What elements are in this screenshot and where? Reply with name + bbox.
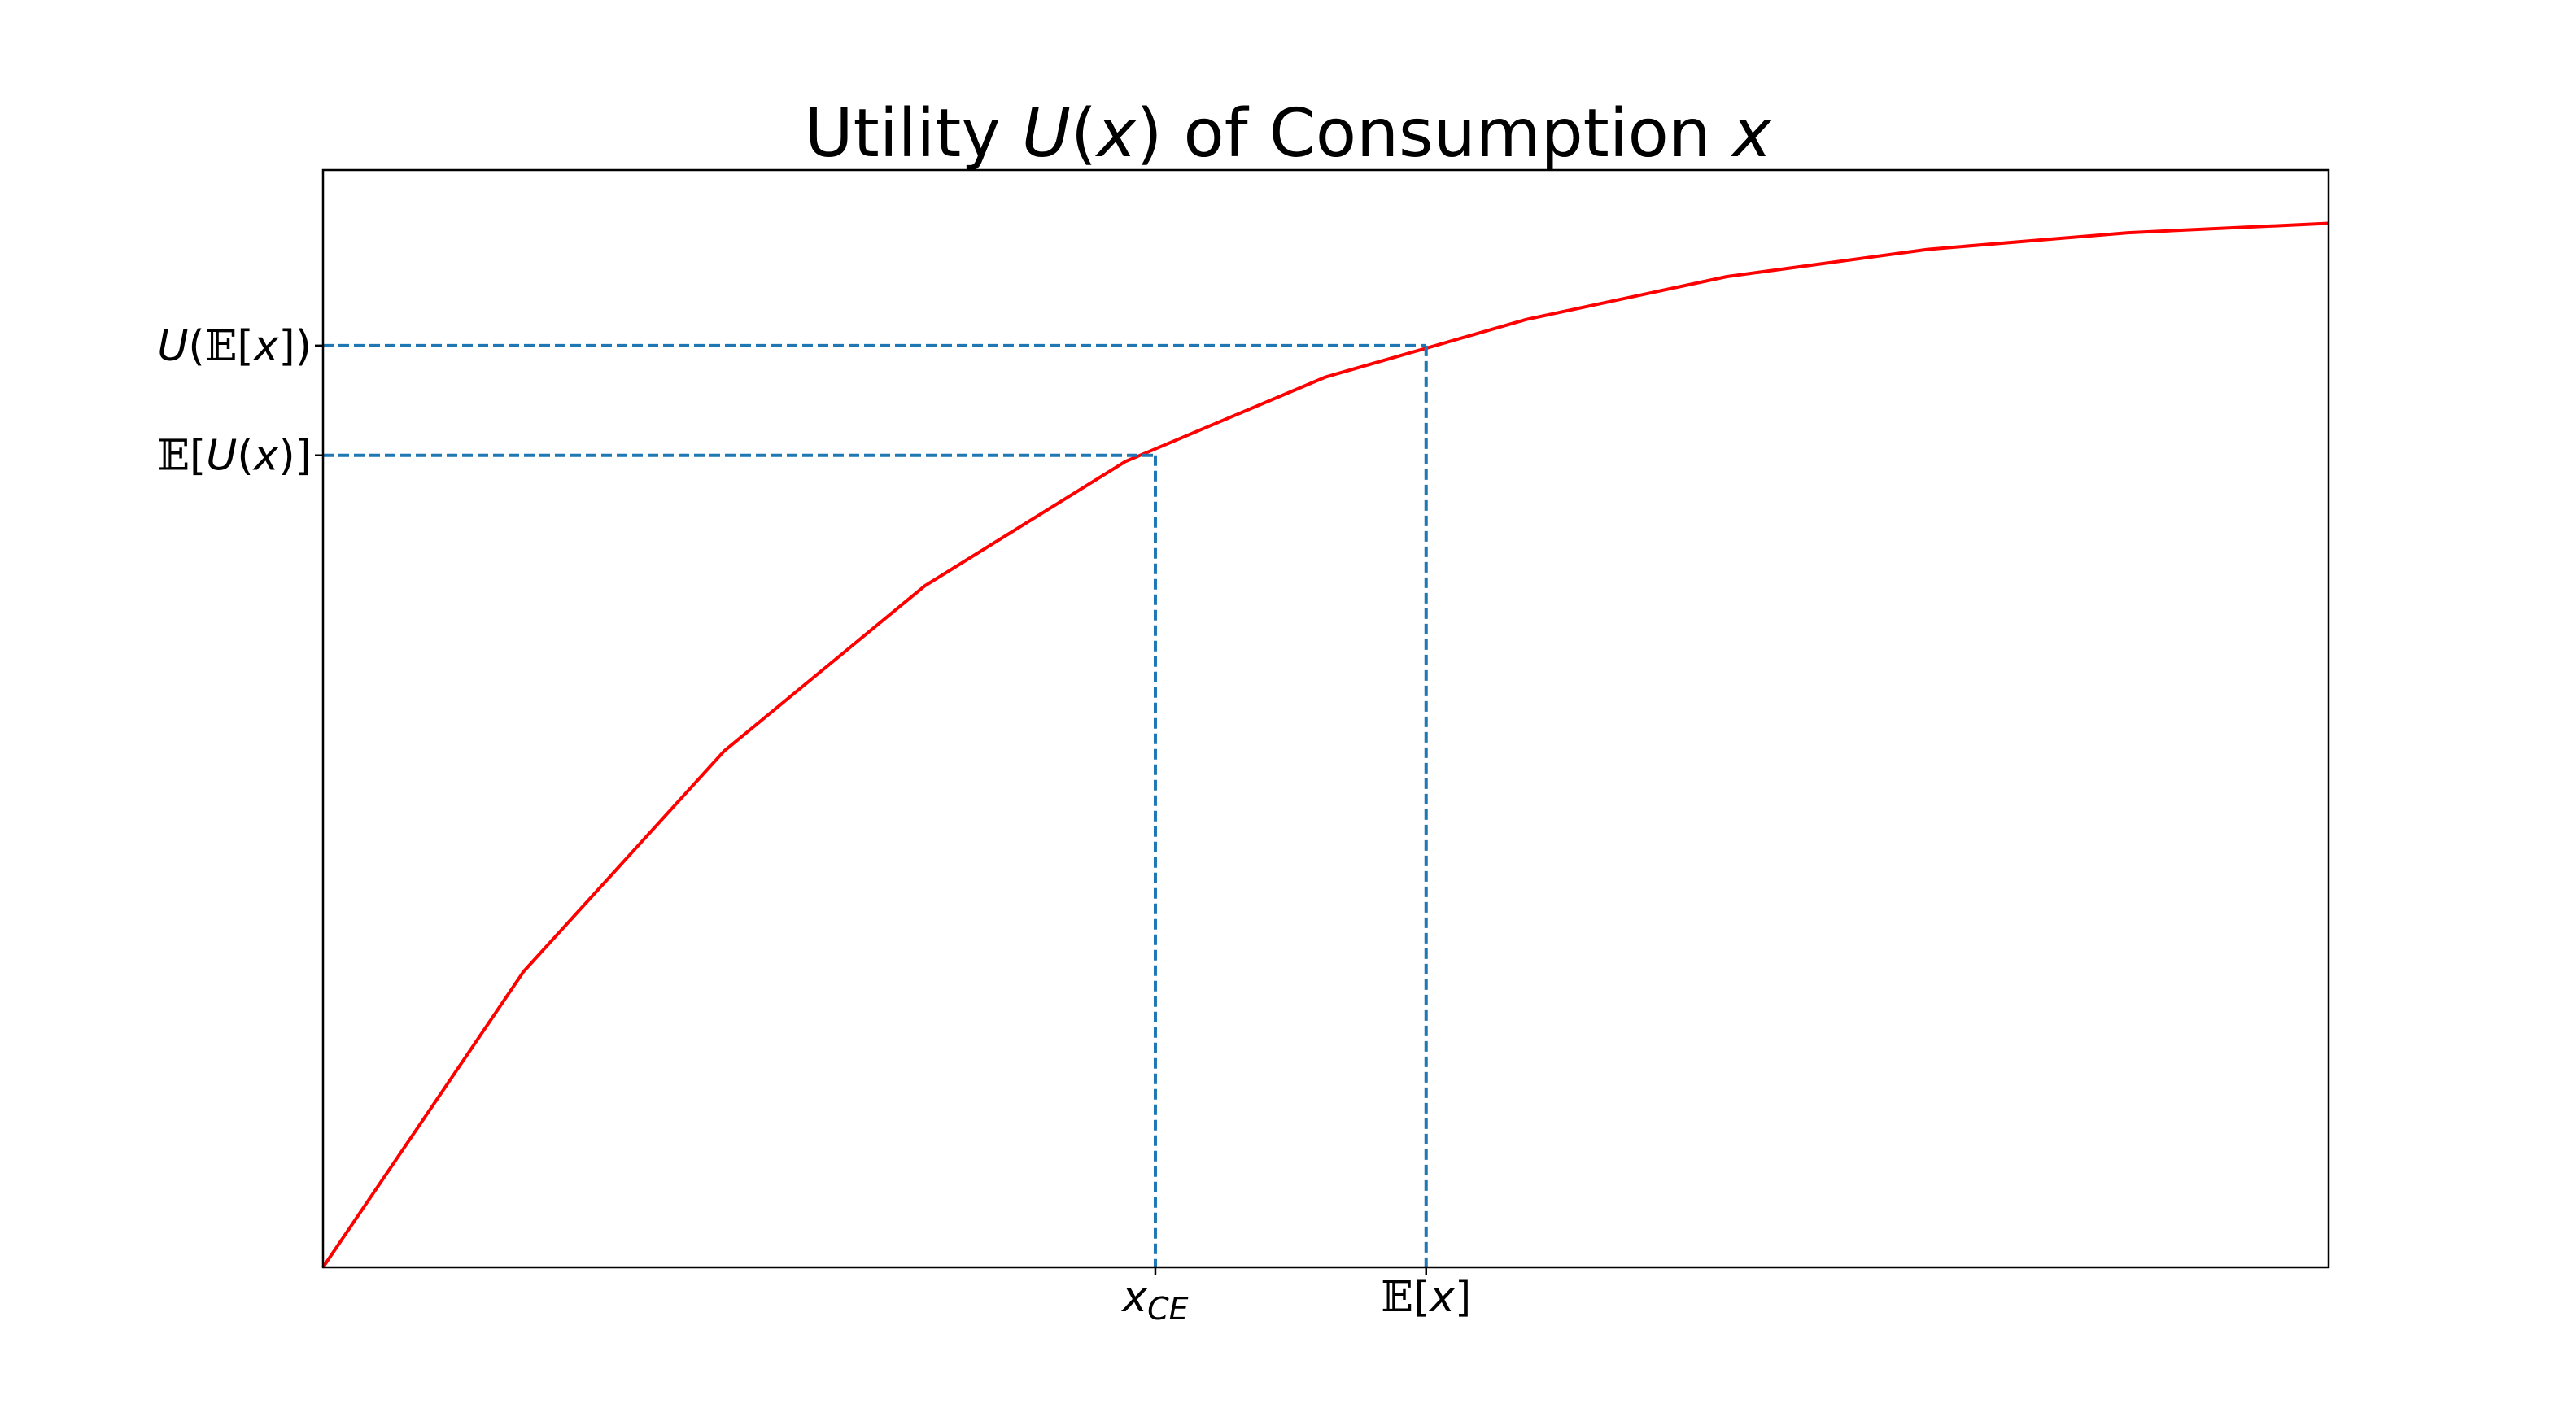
chart-title-fn: U (1022, 95, 1071, 172)
y-tick-label-part: ]) (278, 322, 312, 371)
y-tick-label: U(𝔼[x]) (157, 322, 312, 371)
y-tick-label-part: U (206, 432, 237, 481)
x-tick-label: 𝔼[x] (1381, 1273, 1471, 1322)
chart-title-var: x (1094, 95, 1137, 172)
y-tick-label-part: x (252, 322, 280, 371)
y-tick-label-part: ( (237, 432, 253, 481)
x-tick-label-part: x (1428, 1273, 1456, 1322)
x-tick-label-part: x (1120, 1273, 1148, 1322)
chart-title-open: ( (1071, 95, 1097, 172)
y-tick-label-part: 𝔼 (205, 322, 238, 371)
y-tick-label-part: U (157, 322, 188, 371)
x-tick-label-part: 𝔼 (1381, 1273, 1413, 1322)
y-tick-label-part: x (252, 432, 280, 481)
y-tick-label-part: [ (190, 432, 206, 481)
plot-frame (321, 168, 2330, 1269)
chart-title: Utility U(x) of Consumption x (805, 95, 1773, 172)
chart-title-prefix: Utility (805, 95, 1022, 172)
y-tick-label-part: )] (278, 432, 312, 481)
y-tick-label-part: ( (188, 322, 204, 371)
chart-title-suffix: of Consumption (1162, 95, 1731, 172)
x-tick-label: xCE (1120, 1273, 1188, 1327)
series-line-utility (321, 221, 2329, 1269)
x-tick-label-part: [ (1413, 1273, 1430, 1322)
y-tick-label: 𝔼[U(x)] (157, 432, 312, 481)
chart-title-var2: x (1730, 95, 1773, 172)
x-tick-label-part: CE (1147, 1291, 1189, 1327)
plot-area: xCE 𝔼[x]U(𝔼[x])𝔼[U(x)] (157, 168, 2330, 1327)
chart-title-close: ) (1136, 95, 1162, 172)
y-tick-label-part: [ (237, 322, 253, 371)
x-tick-label-part: ] (1455, 1273, 1471, 1322)
y-tick-label-part: 𝔼 (157, 432, 190, 481)
